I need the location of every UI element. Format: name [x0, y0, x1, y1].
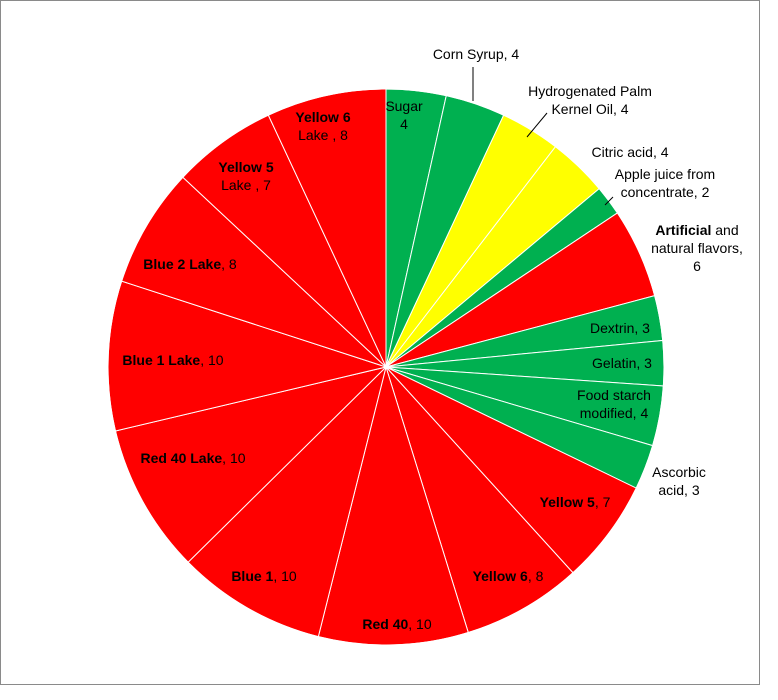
data-label-blue-1: Blue 1, 10 [231, 568, 297, 584]
data-label-yellow-5-lake: Yellow 5 Lake , 7 [218, 159, 273, 193]
pie-slices [107, 88, 665, 646]
data-label-citric-acid: Citric acid, 4 [591, 144, 668, 160]
data-label-apple-juice-from-concentrate: Apple juice from concentrate, 2 [615, 166, 715, 200]
data-labels: Sugar 4 Corn Syrup, 4 Hydrogenated Palm Kern… [122, 46, 743, 632]
data-label-ascorbic-acid: Ascorbic acid, 3 [652, 464, 706, 498]
data-label-yellow-6-lake: Yellow 6 Lake , 8 [295, 109, 350, 143]
leader-line-apple-juice-from-concentrate [604, 196, 614, 206]
data-label-food-starch-modified: Food starch modified, 4 [577, 387, 651, 421]
data-label-artificial-and-natural-flavors: Artificial and natural flavors, 6 [651, 222, 743, 274]
data-label-yellow-5: Yellow 5, 7 [540, 494, 611, 510]
data-label-gelatin: Gelatin, 3 [592, 355, 652, 371]
leader-line-hydrogenated-palm-kernel-oil [526, 112, 548, 138]
pie-chart: Sugar 4 Corn Syrup, 4 Hydrogenated Palm Kern… [107, 46, 743, 646]
data-label-sugar: Sugar 4 [385, 98, 423, 132]
data-label-hydrogenated-palm-kernel-oil: Hydrogenated Palm Kernel Oil, 4 [528, 83, 652, 117]
data-label-blue-2-lake: Blue 2 Lake, 8 [143, 256, 237, 272]
data-label-yellow-6: Yellow 6, 8 [473, 568, 544, 584]
chart-area: Sugar 4 Corn Syrup, 4 Hydrogenated Palm Kern… [0, 0, 760, 685]
data-label-blue-1-lake: Blue 1 Lake, 10 [122, 352, 223, 368]
data-label-red-40-lake: Red 40 Lake, 10 [140, 450, 245, 466]
data-label-corn-syrup: Corn Syrup, 4 [433, 46, 520, 62]
leader-lines [472, 67, 614, 206]
data-label-dextrin: Dextrin, 3 [590, 320, 650, 336]
data-label-red-40: Red 40, 10 [362, 616, 431, 632]
pie-rim [107, 88, 665, 646]
